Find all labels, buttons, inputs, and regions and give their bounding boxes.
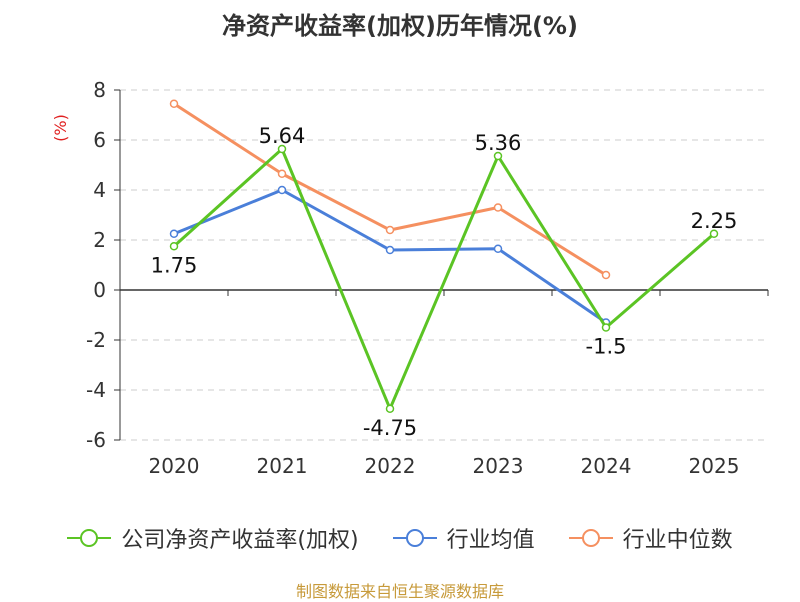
legend-label-company-roe: 公司净资产收益率(加权) [121, 528, 359, 553]
series-point-2[interactable] [385, 225, 395, 235]
y-tick-label: -2 [86, 328, 106, 352]
series-point-1[interactable] [277, 185, 287, 195]
series-line-0 [172, 147, 715, 411]
legend-item-industry-mean[interactable]: 行业均值 [392, 522, 535, 554]
series-point-0[interactable] [277, 144, 287, 154]
data-label: 5.36 [475, 131, 522, 155]
y-tick-label: -4 [86, 378, 106, 402]
series-lines [169, 99, 719, 413]
y-tick-label: 4 [93, 178, 106, 202]
data-label: -4.75 [363, 416, 417, 440]
x-tick-label: 2023 [473, 454, 524, 478]
legend-marker-industry-mean [392, 529, 437, 547]
y-tick-label: -6 [86, 428, 106, 452]
data-source-note: 制图数据来自恒生聚源数据库 [295, 582, 504, 601]
axes: 8 6 4 2 0 -2 -4 -6 2020 2021 2022 2023 2024 2025 (%) [51, 78, 769, 478]
y-tick-label: 2 [93, 228, 106, 252]
chart-title: 净资产收益率(加权)历年情况(%) [222, 12, 578, 40]
y-axis-unit-label: (%) [51, 114, 70, 142]
data-label: 2.25 [691, 209, 738, 233]
series-point-2[interactable] [169, 99, 179, 108]
x-tick-label: 2024 [581, 454, 632, 478]
data-labels: 1.75 5.64 -4.75 5.36 -1.5 2.25 [151, 124, 738, 440]
x-tick-label: 2022 [365, 454, 416, 478]
legend-item-industry-median[interactable]: 行业中位数 [568, 522, 733, 554]
series-point-0[interactable] [169, 242, 179, 251]
series-point-0[interactable] [709, 229, 719, 238]
data-label: -1.5 [586, 335, 627, 359]
legend-marker-industry-median [568, 529, 613, 547]
legend-label-industry-median: 行业中位数 [622, 528, 733, 553]
series-point-1[interactable] [385, 245, 395, 255]
legend: 公司净资产收益率(加权) 行业均值 行业中位数 [0, 520, 800, 556]
series-point-2[interactable] [493, 203, 503, 212]
x-tick-label: 2025 [689, 454, 740, 478]
data-label: 1.75 [151, 253, 198, 277]
x-tick-label: 2021 [257, 454, 308, 478]
series-point-2[interactable] [601, 270, 611, 280]
series-point-1[interactable] [493, 244, 503, 253]
series-point-0[interactable] [385, 404, 395, 413]
y-tick-label: 8 [93, 78, 106, 102]
legend-label-industry-mean: 行业均值 [446, 528, 535, 553]
series-point-0[interactable] [601, 323, 611, 332]
x-tick-label: 2020 [149, 454, 200, 478]
grid-lines [120, 89, 768, 441]
legend-item-company-roe[interactable]: 公司净资产收益率(加权) [67, 522, 359, 554]
y-tick-label: 0 [93, 278, 106, 302]
series-line-1 [173, 188, 607, 324]
legend-marker-company-roe [67, 529, 112, 547]
data-label: 5.64 [259, 124, 306, 148]
series-point-0[interactable] [493, 151, 503, 161]
series-point-2[interactable] [277, 169, 287, 178]
y-tick-label: 6 [93, 128, 106, 152]
series-point-1[interactable] [169, 229, 179, 238]
